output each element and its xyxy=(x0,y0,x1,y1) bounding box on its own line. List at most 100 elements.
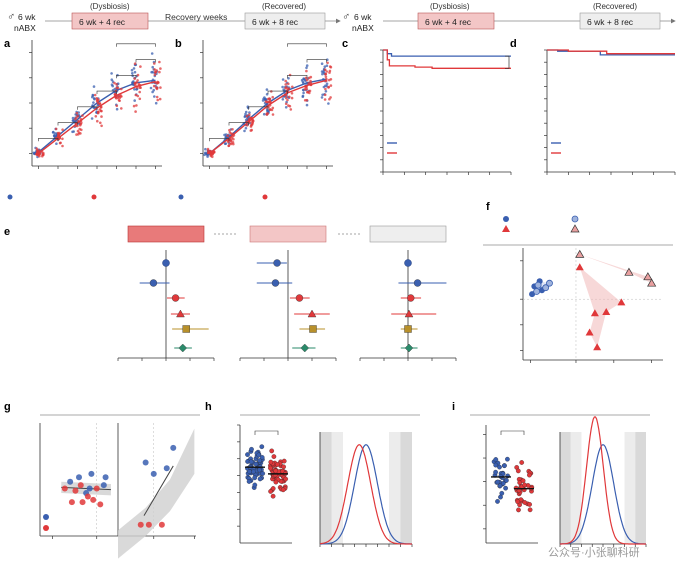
data-point-nabx xyxy=(135,104,138,107)
odds-ratio-marker xyxy=(171,294,180,302)
data-point-nabx xyxy=(153,62,156,65)
p-value-bracket xyxy=(209,137,230,142)
chart-i xyxy=(470,414,650,547)
data-point-con xyxy=(302,91,305,95)
data-point-con xyxy=(327,102,330,105)
watermark: 公众号·小张聊科研 xyxy=(548,545,640,559)
legend-swatch-con xyxy=(7,194,13,200)
data-point-con xyxy=(163,465,170,472)
data-point-nabx xyxy=(287,82,290,86)
chart-d xyxy=(544,49,676,175)
data-point-con xyxy=(320,96,324,99)
male-symbol-icon: ♂ xyxy=(342,11,350,23)
p-value-bracket xyxy=(116,43,156,47)
data-point-nabx xyxy=(84,493,91,500)
data-point-nabx xyxy=(288,95,291,99)
data-point-nabx xyxy=(284,96,288,100)
data-point-con xyxy=(287,77,290,80)
data-point-con xyxy=(503,485,508,491)
data-point-con xyxy=(248,459,254,465)
band-sgr xyxy=(560,432,571,544)
data-point-nabx xyxy=(96,100,100,103)
data-point-nabx xyxy=(516,507,521,513)
data-point-nabx xyxy=(159,86,162,89)
data-point-nabx xyxy=(250,123,253,126)
distribution-curve-nabx xyxy=(319,444,412,545)
data-point-nabx xyxy=(273,468,279,474)
data-point-nabx xyxy=(158,97,162,101)
pca-point-nabx-rec xyxy=(575,249,585,258)
data-point-con xyxy=(204,147,207,151)
data-point-nabx xyxy=(77,482,84,489)
pca-point-con-rec xyxy=(533,288,541,295)
confidence-band xyxy=(118,428,195,559)
data-point-nabx xyxy=(328,65,332,68)
data-point-nabx xyxy=(268,465,273,471)
data-point-nabx xyxy=(290,92,294,95)
data-point-nabx xyxy=(54,127,58,131)
data-point-con xyxy=(497,464,502,470)
data-point-nabx xyxy=(79,499,86,506)
data-point-nabx xyxy=(305,69,308,73)
data-point-nabx xyxy=(61,144,64,148)
data-point-con xyxy=(259,444,265,450)
panel-letter-c: c xyxy=(342,38,348,50)
data-point-nabx xyxy=(284,102,288,106)
data-point-con xyxy=(284,106,288,109)
pca-point-nabx-rec xyxy=(643,272,653,281)
odds-ratio-marker xyxy=(309,325,317,333)
p-value-bracket xyxy=(116,74,137,79)
data-point-nabx xyxy=(245,124,249,127)
data-point-nabx xyxy=(228,128,231,132)
data-point-nabx xyxy=(227,144,231,148)
data-point-con xyxy=(261,99,265,102)
data-point-nabx xyxy=(38,154,41,158)
data-point-con xyxy=(150,470,157,477)
distribution-curve-con xyxy=(560,444,646,545)
data-point-nabx xyxy=(522,500,528,505)
legend-swatch-con xyxy=(178,194,184,200)
data-point-nabx xyxy=(323,93,327,97)
odds-ratio-marker xyxy=(273,259,281,267)
p-value-bracket xyxy=(267,90,288,95)
data-point-nabx xyxy=(284,86,287,90)
data-point-con xyxy=(110,83,114,86)
data-point-nabx xyxy=(305,98,309,102)
p-value-bracket xyxy=(306,59,327,63)
legend-swatch-nabx xyxy=(91,194,97,200)
data-point-nabx xyxy=(323,98,327,101)
data-point-nabx xyxy=(68,499,75,506)
odds-ratio-marker xyxy=(404,325,412,333)
data-point-con xyxy=(51,131,55,134)
data-point-nabx xyxy=(229,132,233,135)
data-point-nabx xyxy=(271,106,275,110)
p-value-bracket xyxy=(228,122,249,126)
data-point-nabx xyxy=(290,96,294,100)
data-point-con xyxy=(265,88,269,91)
p-value-bracket xyxy=(135,59,156,63)
data-point-con xyxy=(305,66,308,70)
data-point-nabx xyxy=(153,68,156,71)
data-point-nabx xyxy=(304,76,308,80)
data-point-nabx xyxy=(94,115,98,118)
data-point-con xyxy=(322,85,326,89)
data-point-con xyxy=(67,478,74,485)
data-point-con xyxy=(55,142,58,145)
data-point-nabx xyxy=(134,81,137,85)
data-point-nabx xyxy=(80,128,83,132)
data-point-nabx xyxy=(309,79,312,83)
band-sgr xyxy=(320,432,332,544)
odds-ratio-marker xyxy=(176,309,185,318)
odds-ratio-marker xyxy=(307,309,317,318)
data-point-con xyxy=(262,112,266,116)
data-point-nabx xyxy=(515,499,521,505)
group-header-box xyxy=(369,225,447,243)
data-point-nabx xyxy=(139,65,142,68)
data-point-nabx xyxy=(93,485,100,492)
data-point-nabx xyxy=(119,95,122,98)
data-point-nabx xyxy=(327,78,331,82)
panel-letter-g: g xyxy=(4,401,11,413)
data-point-nabx xyxy=(158,70,161,74)
data-point-nabx xyxy=(152,84,156,88)
timeline-right: ♂ 6 wk nABX (Dysbiosis) 6 wk + 4 rec (Re… xyxy=(342,2,676,33)
